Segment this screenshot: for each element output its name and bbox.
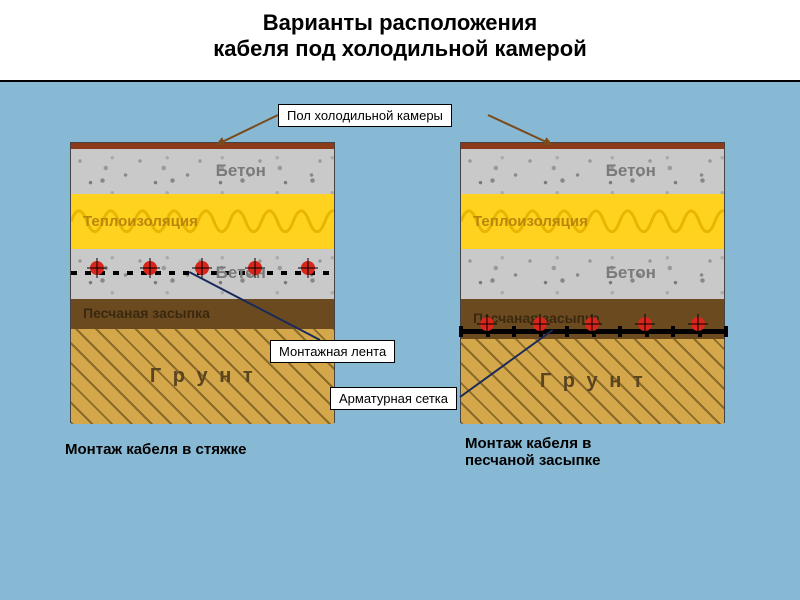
cable-icon (585, 317, 599, 331)
annotation-tape: Монтажная лента (270, 340, 395, 363)
page-title: Варианты расположения кабеля под холодил… (0, 0, 800, 69)
title-line1: Варианты расположения (0, 10, 800, 36)
cable-row (71, 261, 334, 275)
cable-row (461, 317, 724, 331)
layer-label-ground: Г р у н т (150, 365, 256, 388)
annotation-floor: Пол холодильной камеры (278, 104, 452, 127)
cable-icon (533, 317, 547, 331)
cable-icon (480, 317, 494, 331)
cable-icon (301, 261, 315, 275)
cable-icon (143, 261, 157, 275)
annotation-mesh: Арматурная сетка (330, 387, 457, 410)
layer-label-concrete: Бетон (606, 263, 656, 283)
cable-icon (638, 317, 652, 331)
layer-label-insulation: Теплоизоляция (473, 213, 588, 230)
layer-label-concrete: Бетон (216, 161, 266, 181)
layer-label-ground: Г р у н т (540, 370, 646, 393)
caption-left: Монтаж кабеля в стяжке (65, 441, 246, 458)
title-line2: кабеля под холодильной камерой (0, 36, 800, 62)
caption-right: Монтаж кабеля впесчаной засыпке (465, 435, 600, 469)
cable-icon (195, 261, 209, 275)
layer-label-sand: Песчаная засыпка (83, 305, 210, 321)
cable-icon (691, 317, 705, 331)
cable-icon (90, 261, 104, 275)
cable-icon (248, 261, 262, 275)
stack-left: БетонТеплоизоляцияБетонПесчаная засыпкаГ… (70, 142, 335, 423)
diagram-canvas: Бетон Теплоизоляция Бетон Песчаная засыпка Г… (0, 80, 800, 600)
layer-label-concrete: Бетон (606, 161, 656, 181)
stack-right: БетонТеплоизоляцияБетонПесчаная засыпкаГ… (460, 142, 725, 423)
layer-label-insulation: Теплоизоляция (83, 213, 198, 230)
